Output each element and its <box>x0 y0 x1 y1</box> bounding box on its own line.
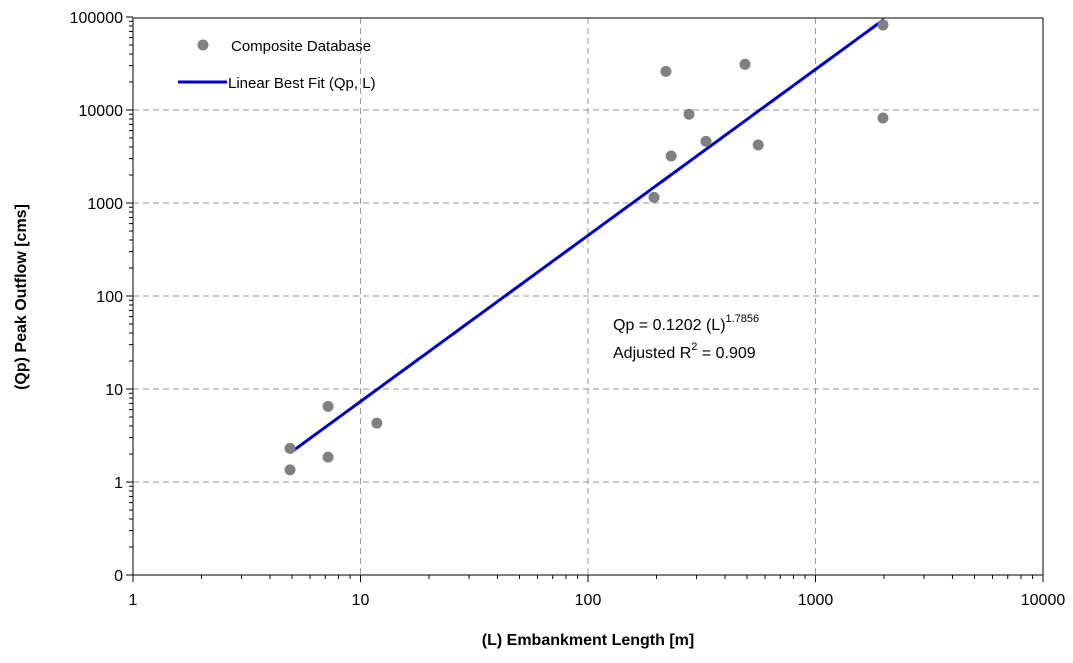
y-tick-label: 100 <box>96 289 123 306</box>
y-tick-label: 0 <box>114 568 123 585</box>
x-tick-label: 1 <box>129 592 138 609</box>
y-tick-label: 100000 <box>70 10 123 27</box>
r2-superscript: 2 <box>691 341 697 353</box>
fit-line-layer <box>289 18 885 455</box>
axes <box>126 16 1044 582</box>
equation-text: Qp = 0.1202 (L)1.7856 <box>613 313 759 334</box>
grid-lines <box>133 18 1043 575</box>
r2-prefix: Adjusted R <box>613 345 691 362</box>
data-point <box>371 417 383 429</box>
data-point <box>322 400 334 412</box>
y-tick-label: 1000 <box>87 196 123 213</box>
fit-line <box>289 18 885 455</box>
data-point <box>284 442 296 454</box>
data-point <box>877 19 889 31</box>
y-tick-label: 1 <box>114 475 123 492</box>
data-point <box>877 112 889 124</box>
data-point <box>648 191 660 203</box>
fit-annotation: Qp = 0.1202 (L)1.7856 Adjusted R2 = 0.90… <box>613 313 759 362</box>
data-point <box>683 108 695 120</box>
y-axis-title: (Qp) Peak Outflow [cms] <box>13 204 30 390</box>
data-point <box>752 139 764 151</box>
data-point <box>665 150 677 162</box>
r2-suffix: = 0.909 <box>697 345 755 362</box>
data-point <box>284 464 296 476</box>
legend-marker-composite <box>197 39 209 51</box>
x-axis-title: (L) Embankment Length [m] <box>482 632 694 649</box>
legend-label-fit: Linear Best Fit (Qp, L) <box>228 75 376 92</box>
data-point <box>700 135 712 147</box>
x-tick-label: 1000 <box>798 592 834 609</box>
x-tick-label: 100 <box>575 592 602 609</box>
equation-prefix: Qp = 0.1202 (L) <box>613 317 726 334</box>
data-points <box>284 19 889 476</box>
data-point <box>660 65 672 77</box>
x-tick-label: 10 <box>352 592 370 609</box>
r2-text: Adjusted R2 = 0.909 <box>613 341 756 362</box>
x-tick-label: 10000 <box>1021 592 1066 609</box>
legend: Composite Database Linear Best Fit (Qp, … <box>178 38 376 92</box>
y-tick-label: 10 <box>105 382 123 399</box>
data-point <box>739 58 751 70</box>
data-point <box>322 451 334 463</box>
equation-exponent: 1.7856 <box>726 313 760 325</box>
y-tick-label: 10000 <box>79 103 124 120</box>
legend-label-composite: Composite Database <box>231 38 371 55</box>
